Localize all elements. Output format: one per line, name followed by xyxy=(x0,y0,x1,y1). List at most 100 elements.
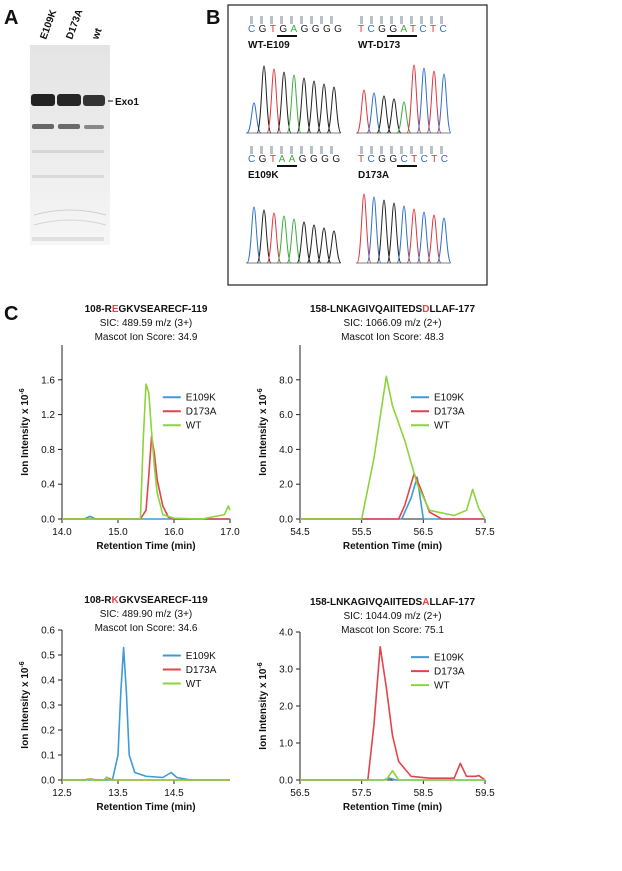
y-tick-label: 3.0 xyxy=(279,665,293,676)
y-axis-label: Ion Intensity x 10-6 xyxy=(257,388,269,475)
trace-peak xyxy=(296,221,312,264)
base-bar xyxy=(290,16,293,24)
base-bar xyxy=(300,16,303,24)
base-bar xyxy=(440,146,443,154)
trace-peak xyxy=(386,98,402,134)
base-bar xyxy=(370,16,373,24)
x-tick-label: 14.5 xyxy=(164,788,184,799)
base-bar xyxy=(250,146,253,154)
sequence: TCGGCTCTC xyxy=(358,154,451,165)
trace-peak xyxy=(356,89,372,134)
chart-subtitle: SIC: 489.59 m/z (3+) xyxy=(100,318,193,329)
trace-peak xyxy=(426,214,442,264)
trace-peak xyxy=(256,65,272,134)
y-tick-label: 0.4 xyxy=(41,480,55,491)
series-line xyxy=(62,776,230,781)
trace-peak xyxy=(396,101,412,134)
x-tick-label: 58.5 xyxy=(414,788,434,799)
base-bar xyxy=(280,146,283,154)
y-tick-label: 2.0 xyxy=(279,702,293,713)
title-part: 108-R xyxy=(85,304,113,315)
x-tick-label: 57.5 xyxy=(352,788,372,799)
y-tick-label: 0.5 xyxy=(41,651,55,662)
trace-peak xyxy=(376,199,392,264)
y-tick-label: 0.6 xyxy=(41,626,55,637)
trace-peak xyxy=(416,211,432,264)
y-tick-label: 2.0 xyxy=(279,480,293,491)
base-bar xyxy=(410,146,413,154)
series-line xyxy=(300,476,485,520)
trace-peak xyxy=(386,202,402,264)
trace-peak xyxy=(436,217,452,264)
chart-subtitle: Mascot Ion Score: 75.1 xyxy=(341,625,444,636)
y-axis-label-text: Ion Intensity x 10 xyxy=(20,394,31,476)
trace-peak xyxy=(326,230,342,264)
legend-label: E109K xyxy=(434,393,464,404)
y-tick-label: 0.0 xyxy=(41,515,55,526)
sequence: TCGGATCTC xyxy=(358,24,450,35)
title-part: LLAF-177 xyxy=(429,304,475,315)
base-bar xyxy=(250,16,253,24)
chart-subtitle: Mascot Ion Score: 48.3 xyxy=(341,332,444,343)
title-part: 158-LNKAGIVQAIITEDS xyxy=(310,597,423,608)
trace-peak xyxy=(286,74,302,134)
legend-label: E109K xyxy=(186,393,216,404)
chromatograms: CGTGAGGGG WT-E109 TCGGATCTC WT-D173 CGTAAGGG… xyxy=(246,16,452,264)
trace-peak xyxy=(416,67,432,134)
panel-frame xyxy=(227,4,488,286)
legend-label: E109K xyxy=(434,653,464,664)
base-bar xyxy=(400,146,403,154)
chart-title: 158-LNKAGIVQAIITEDSDLLAF-177 xyxy=(310,304,475,315)
trace-name: WT-E109 xyxy=(248,40,290,51)
base-bar xyxy=(410,16,413,24)
series-line xyxy=(300,769,485,781)
x-tick-label: 15.0 xyxy=(108,527,128,538)
legend-label: WT xyxy=(434,421,450,432)
trace-peak xyxy=(256,209,272,264)
y-tick-label: 4.0 xyxy=(279,445,293,456)
legend-label: D173A xyxy=(434,407,465,418)
x-axis-label: Retention Time (min) xyxy=(343,541,442,552)
title-part: D xyxy=(422,304,429,315)
y-axis-label-exponent: -6 xyxy=(19,388,26,394)
y-tick-label: 0.3 xyxy=(41,701,55,712)
title-part: 158-LNKAGIVQAIITEDS xyxy=(310,304,423,315)
trace-peak xyxy=(406,208,422,264)
trace-peak xyxy=(436,73,452,134)
y-axis-label-exponent: -6 xyxy=(257,662,264,668)
y-tick-label: 1.0 xyxy=(279,739,293,750)
trace-peak xyxy=(366,92,382,134)
trace-peak xyxy=(266,68,282,134)
y-axis-label-text: Ion Intensity x 10 xyxy=(258,394,269,476)
legend-label: WT xyxy=(434,681,450,692)
chart-subtitle: Mascot Ion Score: 34.9 xyxy=(95,332,198,343)
base-bar xyxy=(270,16,273,24)
base-bar xyxy=(420,146,423,154)
legend-label: D173A xyxy=(186,407,217,418)
title-part: LLAF-177 xyxy=(429,597,475,608)
base-bar xyxy=(380,16,383,24)
trace-peak xyxy=(366,196,382,264)
y-axis-label: Ion Intensity x 10-6 xyxy=(19,661,31,748)
base-bar xyxy=(320,16,323,24)
trace-peak xyxy=(426,70,442,134)
y-axis-label-text: Ion Intensity x 10 xyxy=(20,667,31,749)
base-bar xyxy=(360,16,363,24)
series-line xyxy=(62,435,230,520)
series-line xyxy=(62,646,230,781)
y-tick-label: 0.0 xyxy=(41,776,55,787)
trace-peak xyxy=(246,102,262,134)
x-tick-label: 14.0 xyxy=(52,527,72,538)
trace-peak xyxy=(246,206,262,264)
base-bar xyxy=(360,146,363,154)
y-tick-label: 0.8 xyxy=(41,445,55,456)
chart-subtitle: SIC: 489.90 m/z (3+) xyxy=(100,609,193,620)
base-bar xyxy=(370,146,373,154)
trace-peak xyxy=(316,83,332,134)
trace-peak xyxy=(316,227,332,264)
y-axis-label-exponent: -6 xyxy=(19,661,26,667)
trace-peak xyxy=(406,64,422,134)
base-bar xyxy=(310,16,313,24)
gel xyxy=(30,45,110,245)
trace-peak xyxy=(326,86,342,134)
